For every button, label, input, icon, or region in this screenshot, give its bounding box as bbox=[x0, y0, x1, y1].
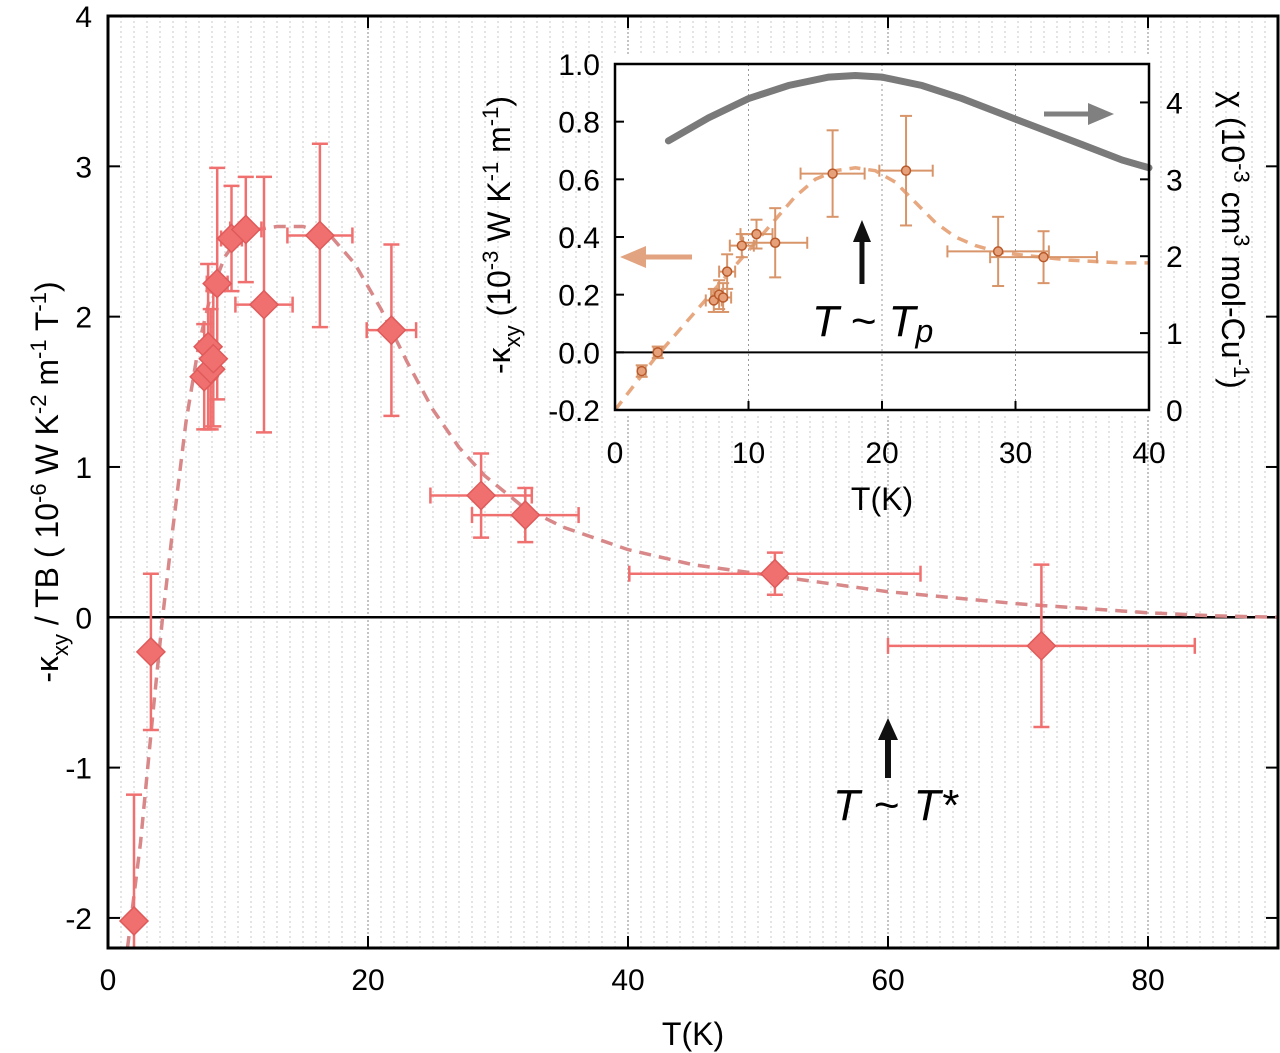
inset-ytick-label-left: 0.2 bbox=[558, 280, 600, 313]
main-data-point bbox=[1026, 630, 1057, 661]
inset-data-point bbox=[900, 165, 912, 176]
inset-xtick-label: 30 bbox=[999, 437, 1032, 470]
tp-arrow-head bbox=[852, 220, 871, 242]
main-xtick-label: 0 bbox=[100, 964, 117, 997]
main-data-point bbox=[466, 480, 497, 511]
inset-ytick-label-left: 0.6 bbox=[558, 164, 600, 197]
inset-data-point bbox=[827, 168, 838, 179]
left-axis-arrow-head bbox=[620, 246, 646, 268]
inset-plot: 0 10 20 30 40 -0.2 0.0 0.2 0.4 0.6 0.8 1.0 0 1 2 3 4 T… bbox=[478, 49, 1254, 517]
inset-left-y-axis-title: -κxy (10-3 W K-1 m-1) bbox=[478, 96, 525, 374]
inset-data-point bbox=[717, 292, 729, 303]
inset-ytick-label-left: -0.2 bbox=[548, 395, 600, 428]
main-ytick-labels: -2 -1 0 1 2 3 4 bbox=[65, 1, 92, 936]
main-data-point bbox=[304, 220, 335, 251]
main-ytick-label: 0 bbox=[75, 602, 92, 635]
main-xtick-labels: 0 20 40 60 80 bbox=[100, 964, 1165, 997]
main-data-point bbox=[198, 343, 229, 374]
inset-ytick-label-right: 4 bbox=[1166, 87, 1183, 120]
main-annotation-t-star: T ~ T* bbox=[833, 718, 959, 830]
inset-data-point bbox=[751, 228, 762, 240]
inset-ytick-label-right: 2 bbox=[1166, 241, 1183, 274]
main-ytick-label: 3 bbox=[75, 151, 92, 184]
main-markers bbox=[118, 214, 1057, 937]
inset-markers bbox=[636, 165, 1049, 377]
inset-annotation-tp: T ~ Tp bbox=[812, 220, 933, 349]
inset-xtick-label: 20 bbox=[865, 437, 898, 470]
main-xtick-label: 60 bbox=[871, 964, 904, 997]
inset-ytick-label-left: 0.0 bbox=[558, 337, 600, 370]
main-dashed-curve bbox=[125, 224, 1279, 949]
t-star-arrow-head bbox=[878, 718, 898, 740]
inset-right-y-axis-title: χ (10-3 cm3 mol-Cu-1) bbox=[1215, 91, 1254, 389]
inset-axis-arrows bbox=[620, 103, 1114, 268]
main-grid bbox=[120, 16, 1266, 948]
main-ytick-label: 2 bbox=[75, 302, 92, 335]
main-data-point bbox=[759, 558, 790, 589]
main-frame bbox=[106, 14, 1280, 950]
inset-ytick-label-left: 0.8 bbox=[558, 107, 600, 140]
inset-ytick-label-right: 3 bbox=[1166, 164, 1183, 197]
inset-ytick-labels-right: 0 1 2 3 4 bbox=[1166, 87, 1183, 428]
main-xtick-label: 40 bbox=[611, 964, 644, 997]
right-axis-arrow-head bbox=[1088, 103, 1114, 125]
inset-frame bbox=[613, 62, 1151, 412]
main-dashed-curve-layer bbox=[125, 224, 1279, 949]
main-data-point bbox=[135, 636, 166, 667]
main-x-axis-title: T(K) bbox=[662, 1016, 724, 1052]
main-data-point bbox=[248, 289, 280, 320]
inset-data-point bbox=[736, 240, 748, 251]
inset-data-point bbox=[636, 365, 647, 377]
main-data-point bbox=[230, 214, 261, 245]
inset-xtick-labels: 0 10 20 30 40 bbox=[607, 437, 1166, 470]
inset-ytick-labels-left: -0.2 0.0 0.2 0.4 0.6 0.8 1.0 bbox=[548, 49, 600, 428]
main-data-point bbox=[510, 500, 541, 531]
inset-xtick-label: 10 bbox=[732, 437, 765, 470]
main-y-axis-title: -κxy / TB ( 10-6 W K-2 m-1 T-1) bbox=[26, 281, 73, 682]
main-data-point bbox=[376, 315, 407, 346]
inset-xtick-label: 40 bbox=[1132, 437, 1165, 470]
main-ytick-label: 4 bbox=[75, 1, 92, 34]
inset-chi-curve bbox=[664, 71, 1153, 172]
inset-ytick-label-right: 0 bbox=[1166, 395, 1183, 428]
inset-x-axis-title: T(K) bbox=[851, 481, 913, 517]
inset-ytick-label-right: 1 bbox=[1166, 318, 1183, 351]
inset-data-point bbox=[992, 246, 1004, 257]
t-star-label: T ~ T* bbox=[833, 781, 959, 830]
inset-data-point bbox=[652, 347, 663, 358]
main-ytick-label: 1 bbox=[75, 452, 92, 485]
main-xtick-label: 80 bbox=[1131, 964, 1164, 997]
tp-label: T ~ Tp bbox=[812, 297, 933, 349]
main-data-point bbox=[202, 268, 233, 299]
inset-data-point bbox=[721, 266, 733, 277]
inset-ytick-label-left: 0.4 bbox=[558, 222, 600, 255]
inset-data-point bbox=[769, 237, 781, 249]
main-data-point bbox=[118, 905, 150, 937]
main-xtick-label: 20 bbox=[351, 964, 384, 997]
main-ytick-label: -1 bbox=[65, 753, 92, 786]
inset-data-point bbox=[1038, 251, 1049, 263]
inset-ytick-label-left: 1.0 bbox=[558, 49, 600, 82]
inset-xtick-label: 0 bbox=[607, 437, 624, 470]
main-ytick-label: -2 bbox=[65, 903, 92, 936]
